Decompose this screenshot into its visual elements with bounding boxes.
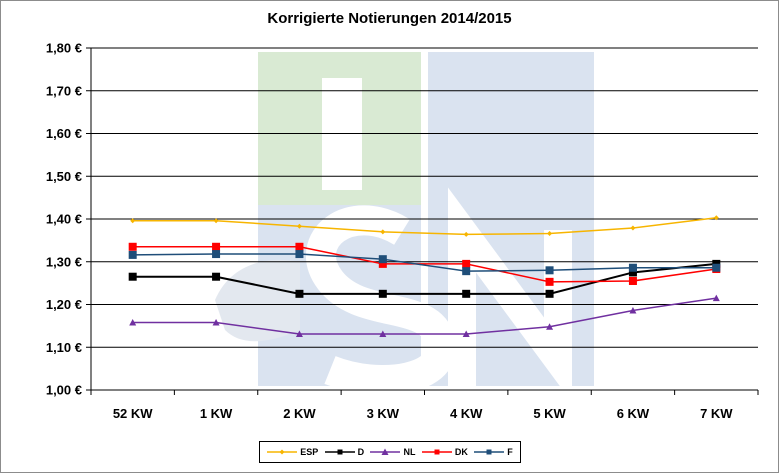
series-esp [130,215,719,237]
legend-marker-esp [279,449,285,455]
data-point-nl [295,330,303,337]
data-point-esp [630,225,636,231]
legend-label-nl: NL [403,447,416,457]
y-tick-label: 1,30 € [46,254,82,269]
data-point-esp [213,218,219,224]
legend: ESP D NL DK F [259,441,521,463]
legend-item-dk: DK [421,447,468,457]
x-tick-label: 2 KW [283,406,316,421]
data-point-d [545,289,554,298]
legend-marker-f [486,449,492,455]
watermark-letter-n [448,187,572,403]
data-point-d [378,289,387,298]
x-tick-label: 1 KW [200,406,233,421]
data-point-esp [547,231,553,237]
x-tick-label: 5 KW [533,406,566,421]
data-point-nl [629,306,637,314]
chart-title: Korrigierte Notierungen 2014/2015 [267,10,512,27]
series-line-d [132,262,717,295]
data-point-f [712,263,721,272]
legend-swatch-d [324,449,355,455]
watermark-letter-s [306,205,456,395]
legend-marker-d [337,449,343,455]
y-tick-label: 1,00 € [46,383,82,398]
legend-swatch-esp [267,449,298,455]
y-tick-label: 1,20 € [46,297,82,312]
data-point-dk [295,242,304,251]
data-point-nl [129,318,137,326]
data-point-esp [296,223,302,229]
data-point-d [295,289,304,298]
data-point-f [295,250,304,259]
data-point-nl [712,294,720,302]
data-point-d [212,272,221,281]
legend-swatch-dk [421,449,452,455]
data-point-nl [462,330,470,337]
legend-marker-nl [381,448,389,455]
data-point-f [462,267,471,276]
data-point-d [128,272,137,281]
data-point-dk [462,259,471,268]
series-line-nl [132,297,717,335]
x-tick-label: 52 KW [113,406,153,421]
series-lines [128,215,721,337]
y-tick-label: 1,60 € [46,126,82,141]
legend-label-esp: ESP [300,447,319,457]
legend-item-f: F [474,447,513,457]
legend-marker-dk [434,449,440,455]
data-point-f [545,266,554,275]
x-tick-label: 3 KW [367,406,400,421]
data-point-nl [212,318,220,326]
legend-swatch-nl [370,448,401,455]
x-tick-label: 7 KW [700,406,733,421]
series-line-f [132,253,717,272]
y-tick-label: 1,50 € [46,169,82,184]
data-point-f [628,263,637,272]
series-line-esp [132,216,717,236]
data-point-dk [545,277,554,286]
series-nl [129,294,720,337]
data-point-esp [380,229,386,235]
data-point-dk [628,276,637,285]
watermark-pig-silhouette [215,259,300,342]
data-point-dk [128,242,137,251]
data-point-d [628,268,637,277]
y-tick-label: 1,40 € [46,212,82,227]
data-point-nl [546,323,554,330]
legend-item-nl: NL [370,447,415,457]
legend-label-d: D [357,447,365,457]
x-tick-label: 6 KW [617,406,650,421]
data-point-f [212,250,221,259]
y-tick-label: 1,80 € [46,41,82,56]
data-point-f [128,250,137,259]
data-point-esp [463,231,469,237]
legend-item-esp: ESP [267,447,318,457]
series-f [128,250,721,276]
x-axis-ticks: 52 KW 1 KW 2 KW 3 KW 4 KW 5 KW 6 KW 7 KW [90,390,759,421]
legend-label-dk: DK [454,447,468,457]
legend-item-d: D [324,447,365,457]
y-tick-label: 1,10 € [46,340,82,355]
data-point-esp [130,218,136,224]
data-point-dk [378,259,387,268]
legend-swatch-f [474,449,505,455]
data-point-nl [379,330,387,337]
data-point-esp [713,215,719,221]
data-point-d [462,289,471,298]
x-tick-label: 4 KW [450,406,483,421]
y-axis-ticks: 1,00 € 1,10 € 1,20 € 1,30 € 1,40 € 1,50 € 1,60… [46,41,91,398]
data-point-dk [212,242,221,251]
y-tick-label: 1,70 € [46,83,82,98]
series-line-dk [132,246,717,283]
data-point-f [378,255,387,264]
legend-label-f: F [507,447,513,457]
